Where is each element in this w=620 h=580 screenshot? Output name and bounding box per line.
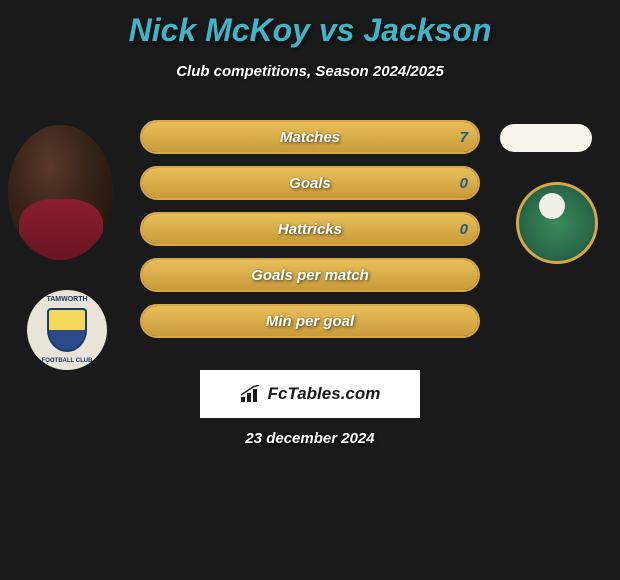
- stat-value-right: 7: [460, 122, 468, 152]
- stat-value-right: 0: [460, 168, 468, 198]
- stat-row: Goals per match: [140, 258, 480, 292]
- chart-icon: [240, 385, 262, 403]
- stats-container: Matches7Goals0Hattricks0Goals per matchM…: [140, 120, 480, 350]
- stat-row: Matches7: [140, 120, 480, 154]
- player-jersey: [19, 199, 103, 260]
- stat-row: Hattricks0: [140, 212, 480, 246]
- footer-brand-text: FcTables.com: [268, 384, 381, 404]
- player-right-photo-placeholder: [500, 124, 592, 152]
- stat-label: Min per goal: [142, 306, 478, 336]
- stat-label: Goals: [142, 168, 478, 198]
- stat-value-right: 0: [460, 214, 468, 244]
- club-shield-right: [516, 182, 598, 264]
- footer-brand: FcTables.com: [200, 370, 420, 418]
- player-silhouette: [8, 125, 113, 260]
- stat-label: Matches: [142, 122, 478, 152]
- stat-row: Goals0: [140, 166, 480, 200]
- club-badge-right: [512, 178, 602, 268]
- stat-label: Hattricks: [142, 214, 478, 244]
- page-title: Nick McKoy vs Jackson: [0, 0, 620, 49]
- subtitle: Club competitions, Season 2024/2025: [0, 63, 620, 80]
- club-shield-left: TAMWORTH FOOTBALL CLUB: [27, 290, 107, 370]
- stat-label: Goals per match: [142, 260, 478, 290]
- footer-date: 23 december 2024: [0, 430, 620, 447]
- player-left-photo: [8, 125, 113, 260]
- club-badge-left: TAMWORTH FOOTBALL CLUB: [22, 285, 112, 375]
- stat-row: Min per goal: [140, 304, 480, 338]
